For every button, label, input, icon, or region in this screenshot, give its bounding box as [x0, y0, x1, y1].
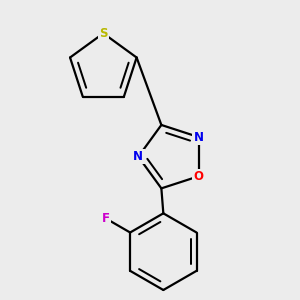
Text: N: N	[133, 150, 143, 163]
Text: F: F	[102, 212, 110, 225]
Text: S: S	[99, 27, 108, 40]
Text: O: O	[194, 170, 204, 183]
Text: N: N	[194, 130, 204, 144]
